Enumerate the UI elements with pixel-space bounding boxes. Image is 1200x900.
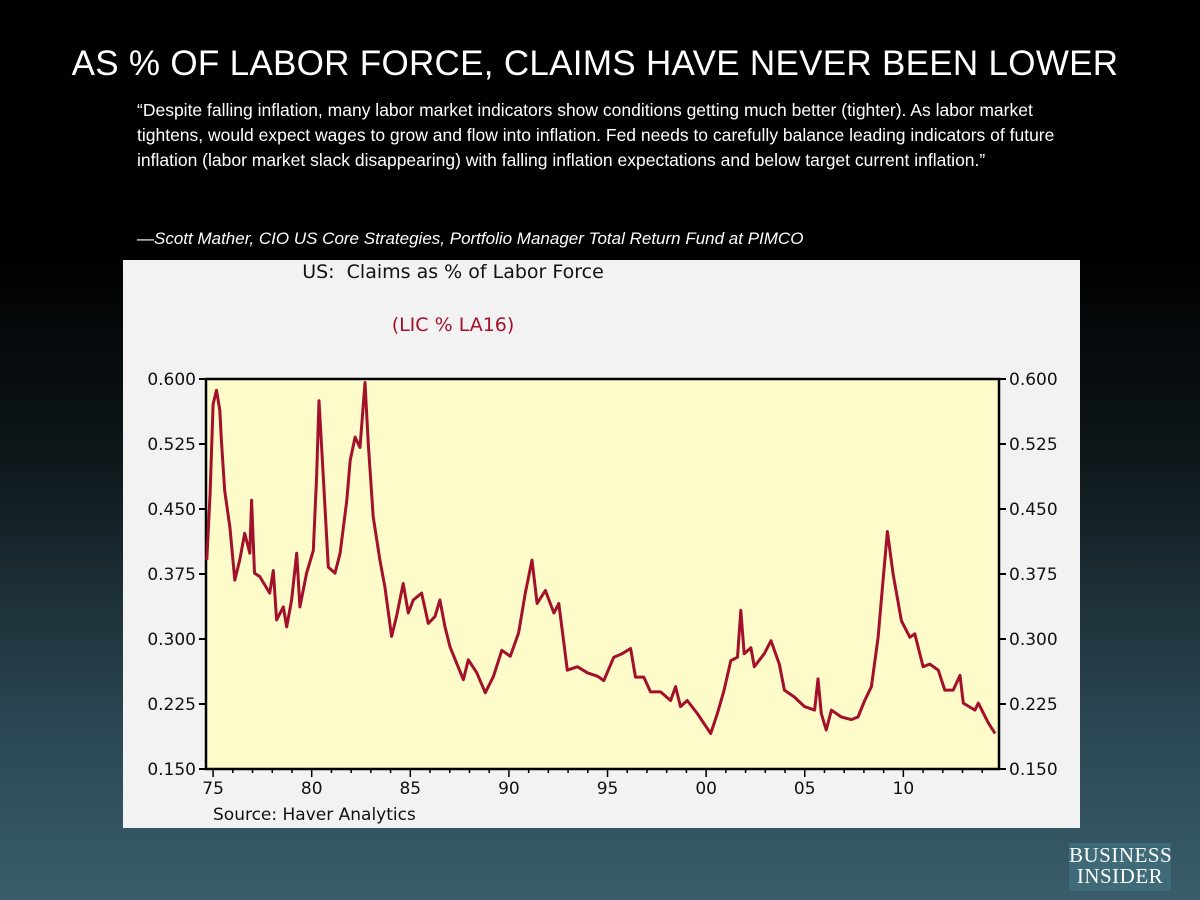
series-line (205, 381, 997, 735)
slide-title: AS % OF LABOR FORCE, CLAIMS HAVE NEVER B… (71, 44, 1119, 83)
chart-subtitle: (LIC % LA16) (392, 314, 515, 336)
quote-text: “Despite falling inflation, many labor m… (137, 100, 1055, 170)
y-tick-label-right: 0.525 (1009, 435, 1058, 455)
business-insider-logo: BUSINESS INSIDER (1069, 843, 1172, 891)
y-tick-label-right: 0.300 (1009, 630, 1058, 650)
plot-area (204, 377, 1001, 771)
y-tick-label-left: 0.450 (147, 500, 196, 520)
x-tick-label: 75 (202, 779, 224, 799)
source-note: Source: Haver Analytics (213, 805, 416, 825)
x-tick-label: 00 (695, 779, 717, 799)
y-tick-label-right: 0.375 (1009, 565, 1058, 585)
y-tick-label-left: 0.600 (147, 370, 196, 390)
y-tick-label-right: 0.450 (1009, 500, 1058, 520)
x-tick-label: 90 (498, 779, 520, 799)
quote-attribution: —Scott Mather, CIO US Core Strategies, P… (137, 229, 804, 248)
x-tick-label: 95 (597, 779, 619, 799)
y-tick-label-left: 0.300 (147, 630, 196, 650)
chart-title: US: Claims as % of Labor Force (302, 261, 604, 283)
x-tick-label: 05 (794, 779, 816, 799)
y-tick-label-left: 0.150 (147, 760, 196, 780)
chart-panel: US: Claims as % of Labor Force (LIC % LA… (123, 260, 1080, 828)
y-tick-label-right: 0.600 (1009, 370, 1058, 390)
y-tick-label-left: 0.225 (147, 695, 196, 715)
y-tick-label-left: 0.525 (147, 435, 196, 455)
y-tick-label-right: 0.225 (1009, 695, 1058, 715)
y-tick-label-right: 0.150 (1009, 760, 1058, 780)
x-tick-label: 85 (399, 779, 421, 799)
x-tick-label: 10 (893, 779, 915, 799)
x-tick-label: 80 (301, 779, 323, 799)
y-tick-label-left: 0.375 (147, 565, 196, 585)
claims-line-chart: US: Claims as % of Labor Force (LIC % LA… (147, 261, 1058, 825)
